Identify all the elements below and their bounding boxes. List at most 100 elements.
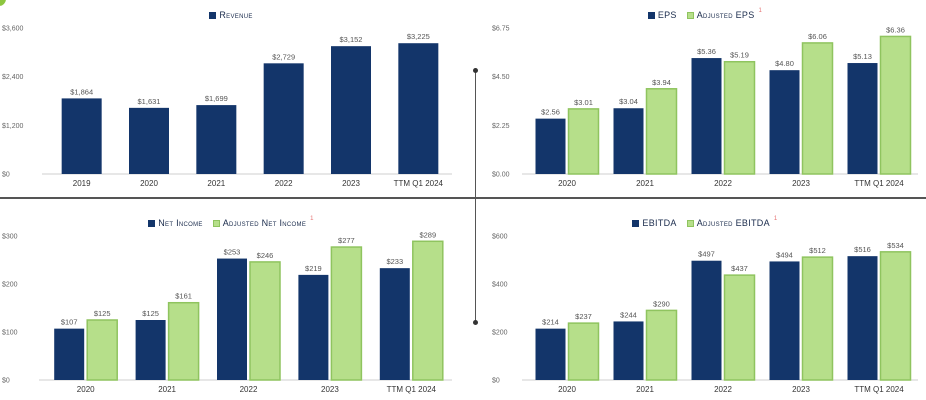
y-tick-label: $3,600 — [2, 26, 24, 33]
y-tick-label: $1,200 — [2, 123, 24, 130]
bar-net_income-primary-3 — [298, 274, 329, 380]
bar-net_income-primary-1 — [135, 320, 166, 380]
data-label: $5.13 — [853, 52, 872, 61]
y-tick-label: $300 — [2, 234, 18, 241]
data-label: $214 — [542, 318, 559, 327]
legend-swatch-eps — [647, 11, 655, 19]
bar-ebitda-adjusted-2 — [723, 274, 756, 381]
bar-net_income-adjusted-4 — [412, 240, 444, 381]
bar-net_income-primary-0 — [54, 328, 85, 380]
data-label: $3,152 — [340, 35, 363, 44]
data-label: $3.01 — [574, 98, 593, 107]
revenue-chart: $0 $1,200 $2,400 $3,600 2019 $1,864 2020 $1,631… — [2, 26, 452, 188]
logo-mark — [0, 0, 6, 6]
x-tick-label: 2023 — [792, 385, 810, 394]
legend-swatch-adjusted-eps — [686, 11, 694, 19]
legend-label-ebitda: EBITDA — [642, 218, 677, 228]
bar-ebitda-primary-1 — [613, 321, 644, 380]
data-label: $107 — [61, 318, 78, 327]
legend-item-adjusted-eps: Adjusted EPS 1 — [686, 8, 763, 20]
data-label: $437 — [731, 264, 748, 273]
footnote-marker: 1 — [773, 216, 778, 222]
bar-eps-adjusted-4 — [879, 35, 912, 175]
bar-ebitda-adjusted-4 — [879, 251, 912, 381]
bar-revenue-primary-3 — [263, 63, 304, 174]
data-label: $3,225 — [407, 32, 430, 41]
legend-label-adjusted-ebitda: Adjusted EBITDA — [696, 218, 770, 228]
legend-item-eps: EPS — [647, 10, 677, 20]
x-tick-label: 2022 — [275, 179, 293, 188]
x-tick-label: 2021 — [158, 385, 176, 394]
y-tick-label: $600 — [492, 234, 508, 241]
revenue-chart-panel: Revenue $0 $1,200 $2,400 $3,600 2019 $1,864 20… — [0, 6, 462, 190]
ebitda-chart-panel: EBITDA Adjusted EBITDA 1 $0 $200 $400 $600 2… — [490, 214, 920, 398]
divider-dot-bottom — [473, 320, 478, 325]
bar-revenue-primary-5 — [398, 43, 439, 175]
legend-item-adjusted-ebitda: Adjusted EBITDA 1 — [686, 216, 778, 228]
y-tick-label: $200 — [492, 330, 508, 337]
legend-label-eps: EPS — [657, 10, 677, 20]
x-tick-label: TTM Q1 2024 — [854, 385, 904, 394]
bar-revenue-primary-0 — [61, 98, 102, 174]
bar-net_income-adjusted-1 — [167, 301, 200, 381]
y-tick-label: $0.00 — [492, 172, 510, 179]
bar-eps-adjusted-2 — [723, 60, 756, 175]
data-label: $1,864 — [70, 87, 93, 96]
bar-eps-primary-2 — [691, 58, 722, 174]
data-label: $161 — [175, 292, 192, 301]
bar-net_income-adjusted-0 — [86, 319, 118, 381]
bar-ebitda-primary-4 — [847, 256, 878, 380]
x-tick-label: 2021 — [207, 179, 225, 188]
y-tick-label: $6.75 — [492, 26, 510, 33]
bar-ebitda-primary-3 — [769, 261, 800, 380]
y-tick-label: $100 — [2, 330, 18, 337]
data-label: $233 — [386, 257, 403, 266]
x-tick-label: TTM Q1 2024 — [387, 385, 437, 394]
data-label: $2.56 — [541, 108, 560, 117]
y-tick-label: $0 — [2, 172, 10, 179]
data-label: $1,699 — [205, 94, 228, 103]
x-tick-label: 2021 — [636, 385, 654, 394]
footnote-marker: 1 — [310, 216, 314, 222]
bar-net_income-adjusted-3 — [330, 246, 363, 381]
x-tick-label: 2020 — [558, 179, 576, 188]
legend-swatch-revenue — [209, 11, 217, 19]
data-label: $516 — [854, 245, 871, 254]
legend-label-revenue: Revenue — [219, 10, 253, 20]
bar-eps-adjusted-1 — [645, 88, 678, 175]
bar-revenue-primary-4 — [331, 46, 371, 175]
data-label: $219 — [305, 264, 322, 273]
bar-ebitda-primary-0 — [535, 328, 566, 380]
legend-item-adjusted-net-income: Adjusted Net Income 1 — [212, 216, 314, 228]
data-label: $289 — [419, 230, 436, 239]
y-tick-label: $0 — [2, 378, 10, 385]
bar-ebitda-adjusted-3 — [801, 256, 834, 381]
legend-item-revenue: Revenue — [209, 10, 252, 20]
data-label: $6.36 — [886, 25, 905, 34]
net-income-legend: Net Income Adjusted Net Income 1 — [0, 214, 462, 232]
eps-legend: EPS Adjusted EPS 1 — [490, 6, 920, 24]
legend-swatch-adjusted-ebitda — [686, 219, 694, 227]
bar-revenue-primary-2 — [196, 105, 237, 174]
data-label: $534 — [887, 241, 904, 250]
x-tick-label: TTM Q1 2024 — [854, 179, 904, 188]
data-label: $125 — [142, 309, 159, 318]
data-label: $4.80 — [775, 59, 794, 68]
x-tick-label: 2022 — [240, 385, 258, 394]
data-label: $1,631 — [138, 97, 161, 106]
x-tick-label: 2023 — [342, 179, 360, 188]
data-label: $277 — [338, 236, 355, 245]
legend-item-ebitda: EBITDA — [632, 218, 676, 228]
data-label: $253 — [224, 248, 241, 257]
data-label: $5.36 — [697, 47, 716, 56]
data-label: $290 — [653, 299, 670, 308]
bar-net_income-primary-4 — [379, 268, 410, 380]
x-tick-label: 2023 — [321, 385, 339, 394]
x-tick-label: 2020 — [140, 179, 158, 188]
footnote-marker: 1 — [758, 8, 763, 14]
data-label: $244 — [620, 310, 637, 319]
x-tick-label: 2021 — [636, 179, 654, 188]
data-label: $3.94 — [652, 78, 671, 87]
x-tick-label: TTM Q1 2024 — [394, 179, 444, 188]
